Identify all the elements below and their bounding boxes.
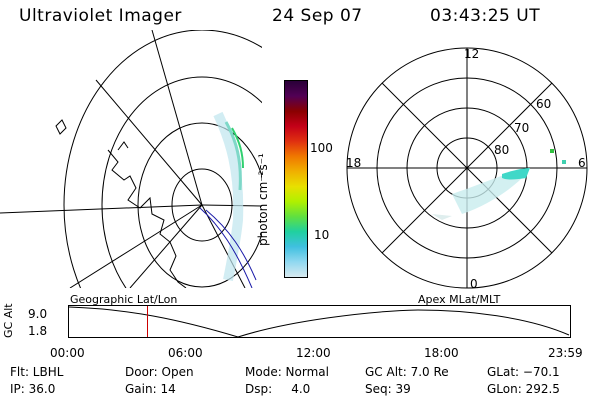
colorbar-tick-100: 100	[310, 141, 333, 155]
info-gain: Gain: 14	[125, 382, 176, 396]
timeline-right-label: Apex MLat/MLT	[418, 293, 501, 306]
polar-label-12: 12	[464, 47, 479, 61]
info-door: Door: Open	[125, 365, 194, 379]
info-gc-alt: GC Alt: 7.0 Re	[365, 365, 449, 379]
info-mode: Mode: Normal	[245, 365, 329, 379]
timeline-tick-4: 23:59	[548, 346, 583, 360]
timeline-ymax: 9.0	[28, 307, 48, 321]
info-glat: GLat: −70.1	[487, 365, 560, 379]
timeline-tick-3: 18:00	[424, 346, 459, 360]
polar-label-6: 6	[578, 156, 586, 170]
info-ip: IP: 36.0	[10, 382, 56, 396]
colorbar	[284, 80, 308, 278]
polar-label-60: 60	[536, 97, 551, 111]
geographic-map	[0, 30, 262, 288]
timeline-tick-1: 06:00	[168, 346, 203, 360]
timeline-tick-2: 12:00	[296, 346, 331, 360]
polar-label-0: 0	[470, 277, 478, 291]
info-flt: Flt: LBHL	[10, 365, 64, 379]
timeline-ylabel: GC Alt	[2, 303, 15, 338]
timeline-left-label: Geographic Lat/Lon	[70, 293, 178, 306]
polar-plot: 12 18 6 0 60 70 80	[346, 47, 588, 291]
polar-label-18: 18	[346, 156, 361, 170]
polar-label-70: 70	[514, 121, 529, 135]
colorbar-unit-label: photon cm⁻²s⁻¹	[256, 153, 270, 246]
colorbar-tick-10: 10	[314, 228, 330, 242]
info-seq: Seq: 39	[365, 382, 411, 396]
timeline-tick-0: 00:00	[50, 346, 85, 360]
polar-label-80: 80	[494, 143, 509, 157]
app-title: Ultraviolet Imager	[19, 6, 182, 26]
info-dsp: Dsp: 4.0	[245, 382, 311, 396]
time-label: 03:43:25 UT	[430, 6, 541, 26]
date-label: 24 Sep 07	[272, 6, 363, 26]
timeline-plot	[68, 305, 571, 338]
info-glon: GLon: 292.5	[487, 382, 560, 396]
timeline-ymin: 1.8	[28, 324, 48, 338]
